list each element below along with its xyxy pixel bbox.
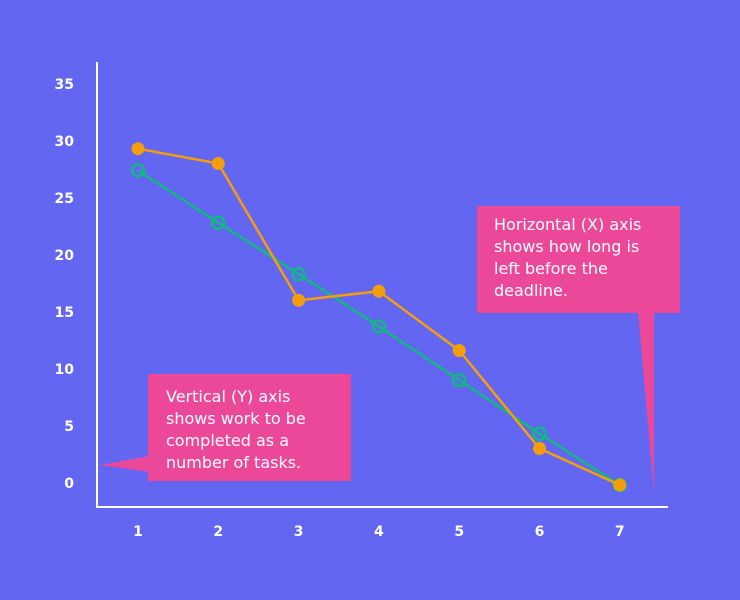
- y-tick-label: 30: [54, 134, 74, 150]
- x-tick-label: 4: [374, 524, 384, 540]
- y-tick-label: 5: [64, 419, 74, 435]
- data-point: [291, 266, 306, 282]
- y-tick-label: 25: [54, 191, 74, 207]
- data-point: [131, 142, 145, 156]
- y-tick-label: 0: [64, 476, 74, 492]
- callout-y-axis: Vertical (Y) axis shows work to be compl…: [148, 374, 351, 481]
- x-tick-label: 7: [614, 524, 625, 540]
- series-actual: [131, 142, 627, 492]
- data-point: [292, 293, 306, 307]
- data-point: [532, 426, 547, 441]
- callout-x-pointer: [638, 312, 654, 492]
- x-tick-label: 6: [534, 524, 545, 540]
- y-tick-label: 35: [54, 77, 74, 93]
- y-tick-label: 10: [54, 362, 74, 378]
- callout-y-pointer: [100, 456, 150, 472]
- data-point: [452, 343, 466, 357]
- data-point: [211, 215, 226, 231]
- data-point: [613, 478, 627, 492]
- data-point: [451, 372, 467, 388]
- data-point: [211, 157, 225, 171]
- callout-x-axis: Horizontal (X) axis shows how long is le…: [477, 206, 680, 313]
- y-tick-label: 20: [54, 248, 74, 264]
- data-point: [372, 284, 386, 298]
- x-tick-label: 1: [133, 524, 143, 540]
- data-point: [130, 163, 146, 178]
- x-tick-label: 2: [213, 524, 224, 540]
- x-tick-label: 3: [293, 524, 304, 540]
- y-tick-label: 15: [54, 305, 74, 321]
- data-point: [533, 442, 546, 456]
- x-tick-label: 5: [454, 524, 465, 540]
- data-point: [371, 319, 387, 334]
